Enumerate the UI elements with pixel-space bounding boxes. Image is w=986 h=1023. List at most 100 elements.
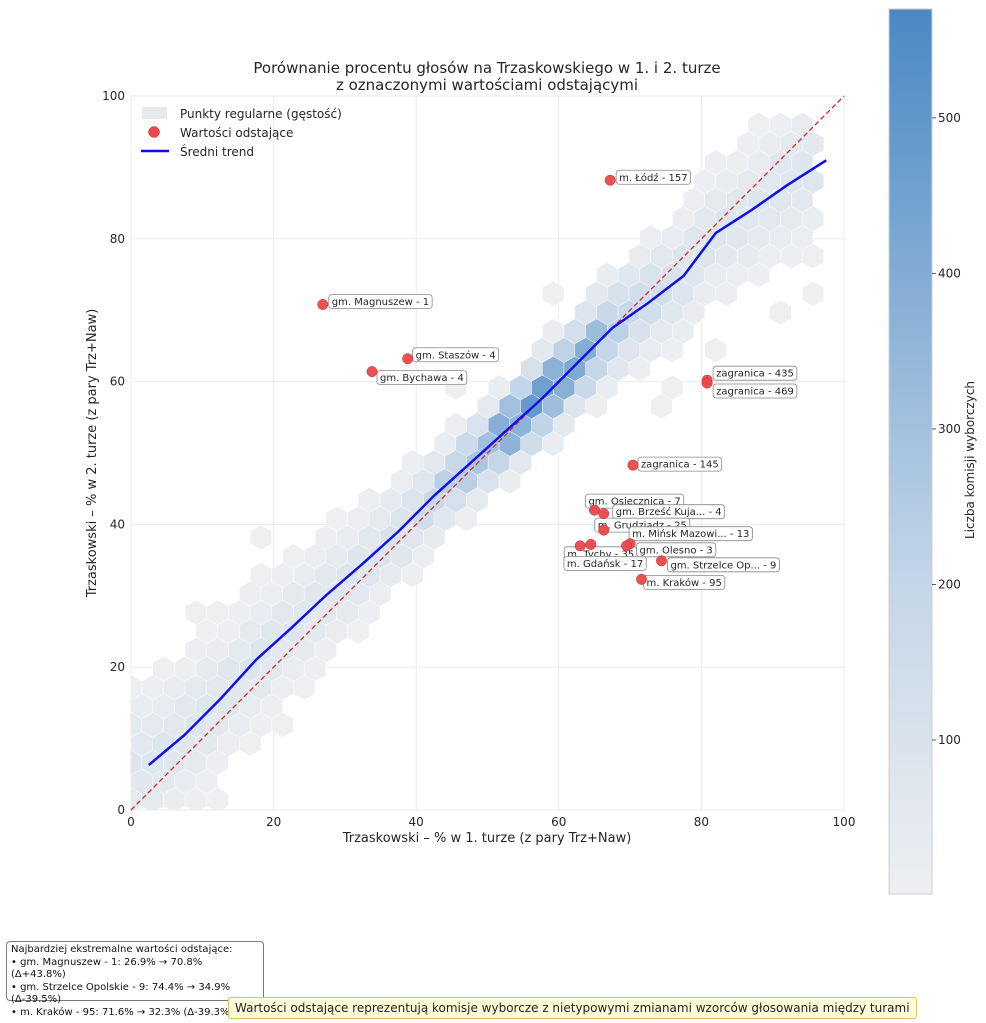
legend: Punkty regularne (gęstość) Wartości odst… [141,107,342,159]
outlier-label: zagranica - 145 [637,456,723,472]
stats-line: • m. Kraków - 95: 71.6% → 32.3% (Δ-39.3%… [11,1006,234,1018]
outlier-label-text: gm. Bychawa - 4 [380,373,464,384]
outlier-point [636,573,647,585]
outlier-label: gm. Strzelce Op... - 9 [667,557,780,573]
x-axis-label: Trzaskowski – % w 1. turze (z pary Trz+N… [342,831,632,846]
outlier-label-text: gm. Strzelce Op... - 9 [670,560,776,571]
hexbin-cell [249,524,272,551]
outlier-label: m. Łódź - 157 [615,169,692,185]
outlier-label-text: m. Łódź - 157 [619,172,688,184]
outlier-point [701,377,713,389]
outlier-point [402,353,414,365]
outlier-point [317,299,329,310]
colorbar: 100 200 300 400 500 Liczba komisji wyborczyc… [888,8,977,895]
stats-line: • gm. Magnuszew - 1: 26.9% → 70.8% (Δ+43… [11,956,203,981]
outlier-label-text: gm. Osiecznica - 7 [588,497,680,508]
x-tick-label: 0 [127,815,135,829]
y-tick-label: 60 [110,375,125,389]
legend-hex-swatch [142,107,167,119]
outlier-label: gm. Olesno - 3 [636,542,717,558]
outlier-point [589,504,600,516]
outlier-label: zagranica - 435 [712,365,798,381]
outlier-label-box [328,294,433,309]
legend-hex-label: Punkty regularne (gęstość) [180,107,342,121]
outlier-stats-box: Najbardziej ekstremalne wartości odstają… [6,941,264,1018]
hexbin-cell [661,374,684,401]
outlier-label: gm. Magnuszew - 1 [328,294,433,309]
y-tick-label: 40 [110,517,125,531]
colorbar-gradient [888,8,933,895]
colorbar-tick-label: 500 [938,111,961,125]
chart-title: Porównanie procentu głosów na Trzaskowsk… [253,59,720,77]
trend-line [147,159,827,766]
outlier-label-text: m. Tychy - 35 [567,549,634,560]
outlier-point [598,524,610,536]
outlier-label-box [628,526,753,542]
outlier-label: gm. Brześć Kuja... - 4 [612,504,725,520]
outlier-note: Wartości odstające reprezentują komisje … [228,997,917,1019]
colorbar-tick-label: 100 [938,733,961,747]
legend-outlier-label: Wartości odstające [180,126,293,140]
outlier-point [366,366,378,378]
colorbar-ticks: 100 200 300 400 500 [932,111,961,747]
colorbar-label: Liczba komisji wyborczych [963,381,977,539]
outlier-label-box [615,169,692,185]
y-axis-label: Trzaskowski – % w 2. turze (z pary Trz+N… [85,309,100,599]
x-tick-label: 100 [833,815,856,829]
outlier-label-text: gm. Magnuszew - 1 [332,297,429,308]
outlier-label-text: zagranica - 435 [716,369,794,380]
legend-outlier-marker [148,126,160,138]
outlier-point [621,540,632,552]
colorbar-tick-label: 300 [938,422,961,436]
colorbar-tick-label: 400 [938,266,961,280]
outlier-label-box [712,383,798,399]
outlier-label-text: gm. Olesno - 3 [640,545,713,556]
outlier-point [604,174,616,186]
outlier-label-text: m. Kraków - 95 [647,577,722,589]
colorbar-tick-label: 200 [938,577,961,591]
legend-trend-label: Średni trend [180,144,254,159]
outlier-label-text: m. Gdańsk - 17 [567,558,643,570]
hexbin-cell [802,281,824,307]
outlier-label: gm. Bychawa - 4 [376,370,468,386]
outlier-layer: gm. Magnuszew - 1 m. Łódź - 157 gm. Staszó… [317,169,798,590]
y-tick-label: 80 [110,232,125,246]
outlier-point [585,538,597,550]
x-tick-label: 20 [266,815,281,829]
outlier-label-box [376,370,468,386]
y-tick-label: 100 [102,89,125,103]
y-tick-label: 20 [110,660,125,674]
hexbin-cell [542,281,565,307]
x-tick-label: 40 [409,815,424,829]
x-tick-label: 80 [694,815,709,829]
outlier-label-text: gm. Brześć Kuja... - 4 [616,506,722,518]
outlier-label: gm. Staszów - 4 [412,347,499,363]
outlier-label: m. Mińsk Mazowi... - 13 [628,526,753,542]
outlier-label-box [636,542,717,558]
hexbin-layer [131,112,824,810]
stats-header: Najbardziej ekstremalne wartości odstają… [11,944,233,955]
x-tick-label: 60 [551,815,566,829]
outlier-point [656,555,667,567]
hexbin-cell [769,299,792,326]
axis-ticks: 0 20 40 60 80 100 0 20 40 60 80 100 [102,89,855,829]
outlier-label: m. Kraków - 95 [643,574,726,590]
outlier-label-box [667,557,780,573]
outlier-label-box [412,347,499,363]
outlier-label-text: m. Mińsk Mazowi... - 13 [632,528,749,540]
outlier-label-text: zagranica - 145 [641,460,719,471]
outlier-label-box [712,365,798,381]
outlier-point [574,540,586,552]
y-tick-label: 0 [117,803,125,817]
identity-diagonal-line [130,95,845,811]
hexbin-cell [704,337,727,363]
outlier-label: m. Gdańsk - 17 [563,555,647,571]
outlier-label-text: zagranica - 469 [716,387,794,398]
chart-subtitle: z oznaczonymi wartościami odstającymi [336,76,638,94]
outlier-point [627,459,639,471]
outlier-label-box [563,555,647,571]
outlier-point [598,508,610,520]
outlier-label: zagranica - 469 [712,383,798,399]
stats-line: • gm. Strzelce Opolskie - 9: 74.4% → 34.… [11,981,231,1006]
